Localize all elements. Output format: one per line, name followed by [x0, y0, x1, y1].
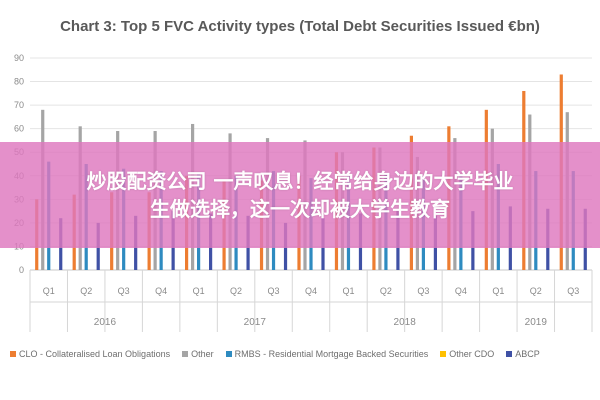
- x-tick-label: Q2: [230, 286, 242, 296]
- x-tick-label: Q1: [193, 286, 205, 296]
- x-tick-label: Q3: [118, 286, 130, 296]
- y-tick-label: 90: [14, 53, 24, 63]
- legend-swatch: [506, 351, 513, 357]
- chart-title: Chart 3: Top 5 FVC Activity types (Total…: [60, 18, 540, 35]
- year-label: 2017: [244, 317, 267, 328]
- x-tick-label: Q2: [80, 286, 92, 296]
- overlay-banner[interactable]: 炒股配资公司 一声叹息！经常给身边的大学毕业 生做选择，这一次却被大学生教育: [0, 142, 600, 248]
- x-tick-label: Q2: [380, 286, 392, 296]
- x-tick-label: Q3: [268, 286, 280, 296]
- legend-item: ABCP: [506, 349, 540, 359]
- legend-label: Other: [191, 349, 214, 359]
- x-tick-label: Q4: [455, 286, 467, 296]
- year-label: 2019: [525, 317, 548, 328]
- y-tick-label: 60: [14, 124, 24, 134]
- legend-item: Other CDO: [440, 349, 494, 359]
- year-label: 2016: [94, 317, 117, 328]
- x-tick-label: Q1: [342, 286, 354, 296]
- legend-item: RMBS - Residential Mortgage Backed Secur…: [225, 349, 429, 359]
- y-tick-label: 0: [19, 265, 24, 275]
- legend-label: Other CDO: [449, 349, 495, 359]
- y-tick-label: 80: [14, 77, 24, 87]
- legend-label: RMBS - Residential Mortgage Backed Secur…: [234, 349, 429, 359]
- legend-item: CLO - Collateralised Loan Obligations: [10, 349, 170, 359]
- chart-legend: CLO - Collateralised Loan Obligations Oth…: [10, 349, 592, 359]
- year-labels: 2016 2017 2018 2019: [94, 317, 548, 328]
- x-tick-label: Q2: [530, 286, 542, 296]
- x-tick-label: Q4: [155, 286, 167, 296]
- legend-label: CLO - Collateralised Loan Obligations: [19, 349, 171, 359]
- legend-swatch: [225, 351, 232, 357]
- legend-item: Other: [182, 349, 214, 359]
- legend-swatch: [440, 351, 447, 357]
- banner-line-2: 生做选择，这一次却被大学生教育: [150, 197, 450, 221]
- x-axis-ticks: Q1 Q2 Q3 Q4 Q1 Q2 Q3 Q4 Q1 Q2 Q3 Q4 Q1 Q2 Q3: [29, 270, 593, 332]
- x-tick-label: Q1: [492, 286, 504, 296]
- x-tick-label: Q3: [567, 286, 579, 296]
- x-tick-label: Q3: [417, 286, 429, 296]
- legend-label: ABCP: [515, 349, 540, 359]
- year-label: 2018: [394, 317, 417, 328]
- legend-swatch: [182, 351, 189, 357]
- banner-line-1: 炒股配资公司 一声叹息！经常给身边的大学毕业: [86, 169, 514, 193]
- x-tick-label: Q4: [305, 286, 317, 296]
- legend-swatch: [10, 351, 16, 357]
- y-tick-label: 70: [14, 100, 24, 110]
- x-tick-label: Q1: [43, 286, 55, 296]
